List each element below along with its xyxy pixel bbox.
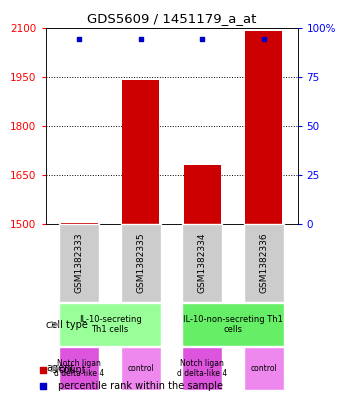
Point	[199, 36, 205, 42]
Bar	[182, 224, 222, 302]
Bar	[244, 347, 284, 389]
Bar	[61, 223, 98, 224]
Text: cell type: cell type	[46, 320, 88, 330]
Text: IL-10-secreting
Th1 cells: IL-10-secreting Th1 cells	[79, 315, 141, 334]
Point	[40, 367, 46, 373]
Text: agent: agent	[46, 364, 74, 373]
Text: Notch ligan
d delta-like 4: Notch ligan d delta-like 4	[54, 359, 104, 378]
Text: count: count	[58, 365, 86, 375]
Text: GSM1382333: GSM1382333	[75, 233, 84, 293]
Bar	[182, 347, 222, 389]
Text: percentile rank within the sample: percentile rank within the sample	[58, 381, 223, 391]
Bar	[60, 303, 161, 346]
Point	[138, 36, 144, 42]
Text: GSM1382336: GSM1382336	[259, 233, 268, 293]
Bar	[182, 303, 284, 346]
Point	[40, 383, 46, 389]
Bar	[121, 347, 161, 389]
Text: IL-10-non-secreting Th1
cells: IL-10-non-secreting Th1 cells	[183, 315, 283, 334]
Bar	[60, 347, 99, 389]
Text: control: control	[127, 364, 154, 373]
Bar	[244, 224, 284, 302]
Title: GDS5609 / 1451179_a_at: GDS5609 / 1451179_a_at	[87, 12, 256, 25]
Text: control: control	[250, 364, 277, 373]
Text: GSM1382334: GSM1382334	[198, 233, 207, 293]
Text: Notch ligan
d delta-like 4: Notch ligan d delta-like 4	[177, 359, 228, 378]
Point	[261, 36, 266, 42]
Text: GSM1382335: GSM1382335	[136, 233, 145, 293]
Point	[77, 36, 82, 42]
Bar	[245, 31, 282, 224]
Bar	[122, 80, 159, 224]
Bar	[60, 224, 99, 302]
Bar	[184, 165, 220, 224]
Bar	[121, 224, 161, 302]
